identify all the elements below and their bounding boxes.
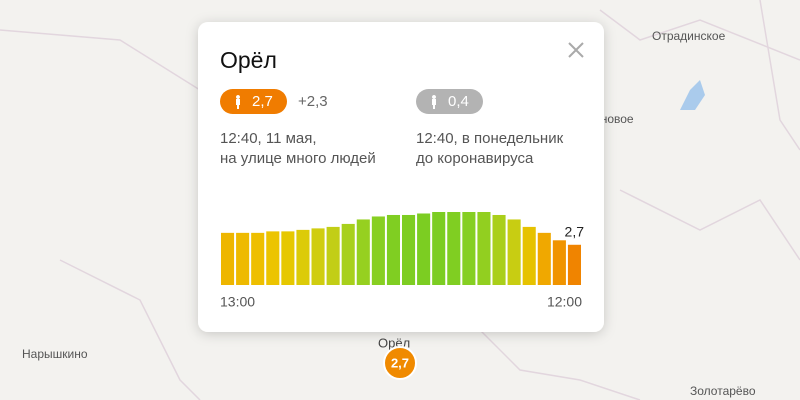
map-marker[interactable] xyxy=(383,346,417,380)
bar xyxy=(567,244,581,285)
close-button[interactable] xyxy=(568,42,584,58)
before-value: 0,4 xyxy=(448,93,469,110)
person-icon xyxy=(432,95,437,109)
bar xyxy=(537,232,551,285)
bar xyxy=(281,231,295,285)
bar xyxy=(356,219,370,285)
bar xyxy=(447,212,461,285)
popup-title: Орёл xyxy=(220,47,277,73)
now-badge xyxy=(220,89,287,114)
x-tick-label: 12:00 xyxy=(547,294,582,310)
bar xyxy=(266,231,280,285)
bar xyxy=(402,214,416,285)
bar xyxy=(477,212,491,285)
map-label: Отрадинское xyxy=(652,29,726,43)
map-label: Золотарёво xyxy=(690,384,756,398)
bar xyxy=(341,223,355,285)
delta: +2,3 xyxy=(298,93,328,110)
value-label: 2,7 xyxy=(565,223,585,239)
bar xyxy=(251,232,265,285)
popup: Орёл 2,7 +2,3 0,4 12:40, 11 мая, на улиц… xyxy=(198,22,604,332)
map-label: Нарышкино xyxy=(22,347,88,361)
bar xyxy=(417,213,431,285)
bar xyxy=(311,228,325,285)
bar xyxy=(326,226,340,285)
bar xyxy=(371,216,385,285)
bar xyxy=(492,214,506,285)
before-text: до коронавируса xyxy=(416,150,534,167)
before-text: 12:40, в понедельник xyxy=(416,130,564,147)
bar xyxy=(296,229,310,285)
person-icon xyxy=(236,95,241,109)
x-tick-label: 13:00 xyxy=(220,294,255,310)
bar xyxy=(236,232,250,285)
lake xyxy=(680,80,705,110)
bar xyxy=(552,240,566,285)
bar xyxy=(462,212,476,285)
bar xyxy=(221,232,235,285)
bar xyxy=(507,219,521,285)
bar xyxy=(432,212,446,285)
now-value: 2,7 xyxy=(252,93,273,110)
bar xyxy=(522,226,536,285)
now-text: 12:40, 11 мая, xyxy=(220,130,317,147)
bar xyxy=(386,214,400,285)
before-badge xyxy=(416,89,483,114)
now-text: на улице много людей xyxy=(220,150,376,167)
marker-label: 2,7 xyxy=(391,355,409,370)
